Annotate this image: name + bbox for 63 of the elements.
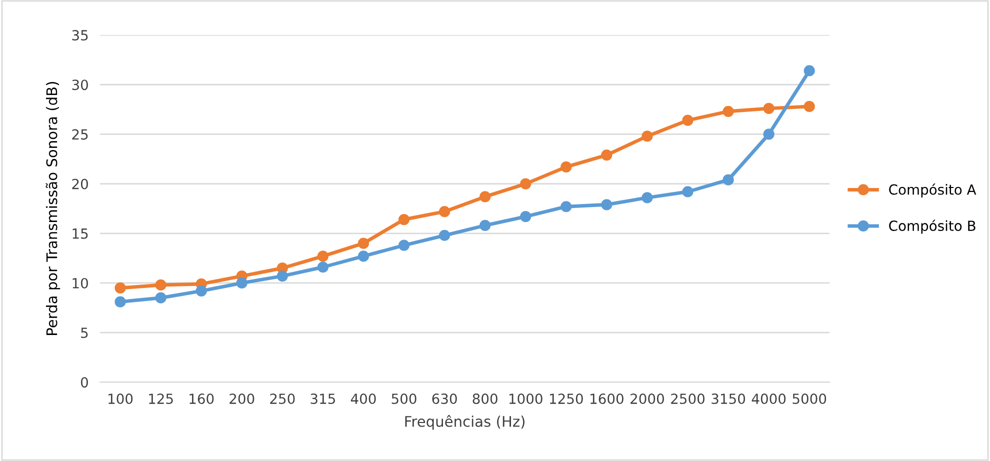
x-tick-label: 200 <box>230 394 254 404</box>
point <box>196 285 207 296</box>
x-tick-label: 1000 <box>509 394 542 404</box>
y-axis-title: Perda por Transmissão Sonora (dB) <box>46 82 60 335</box>
y-tick-label: 15 <box>72 228 88 239</box>
point <box>804 100 815 112</box>
y-tick-label: 25 <box>72 129 88 140</box>
y-tick-label: 10 <box>72 278 88 288</box>
point <box>480 220 491 232</box>
x-tick-label: 630 <box>432 394 457 404</box>
point <box>642 130 653 142</box>
legend-label: Compósito B <box>889 220 976 234</box>
point <box>682 114 694 126</box>
point <box>763 102 774 114</box>
point <box>438 230 450 241</box>
legend-label: Compósito A <box>889 183 976 198</box>
point <box>398 214 410 226</box>
point <box>317 250 328 262</box>
x-tick-label: 100 <box>108 394 133 404</box>
point <box>804 65 815 76</box>
point <box>114 282 126 294</box>
point <box>642 192 653 204</box>
x-tick-label: 2500 <box>671 394 704 404</box>
point <box>398 240 410 251</box>
y-tick-label: 35 <box>72 30 88 41</box>
x-tick-label: 400 <box>350 394 376 404</box>
point <box>358 238 370 249</box>
point <box>438 206 450 218</box>
x-tick-label: 2000 <box>630 394 664 404</box>
x-tick-label: 1250 <box>550 394 583 404</box>
x-axis-title: Frequências (Hz) <box>405 415 525 430</box>
point <box>317 262 328 273</box>
point <box>601 149 612 161</box>
x-tick-label: 3150 <box>712 394 746 404</box>
x-tick-label: 125 <box>149 394 173 404</box>
point <box>276 270 288 282</box>
y-tick-label: 0 <box>80 377 88 388</box>
x-tick-label: 4000 <box>752 394 786 404</box>
point <box>358 250 370 262</box>
point <box>520 210 532 222</box>
point <box>480 191 491 202</box>
point <box>560 201 572 212</box>
point <box>682 186 694 198</box>
point <box>722 106 734 117</box>
y-tick-label: 30 <box>72 80 88 90</box>
point <box>722 174 734 186</box>
x-tick-label: 5000 <box>792 394 826 404</box>
x-tick-label: 800 <box>472 394 498 404</box>
y-tick-label: 5 <box>81 328 88 338</box>
x-tick-label: 500 <box>392 394 416 404</box>
x-tick-label: 1600 <box>590 394 624 404</box>
point <box>114 296 126 308</box>
point <box>601 199 612 210</box>
point <box>155 279 166 291</box>
y-tick-label: 20 <box>72 178 88 190</box>
point <box>763 128 774 140</box>
x-tick-label: 315 <box>310 394 335 404</box>
point <box>155 292 166 304</box>
x-tick-label: 160 <box>190 394 214 404</box>
point <box>520 178 532 190</box>
point <box>560 161 572 173</box>
x-tick-label: 250 <box>270 394 295 404</box>
point <box>236 277 248 289</box>
